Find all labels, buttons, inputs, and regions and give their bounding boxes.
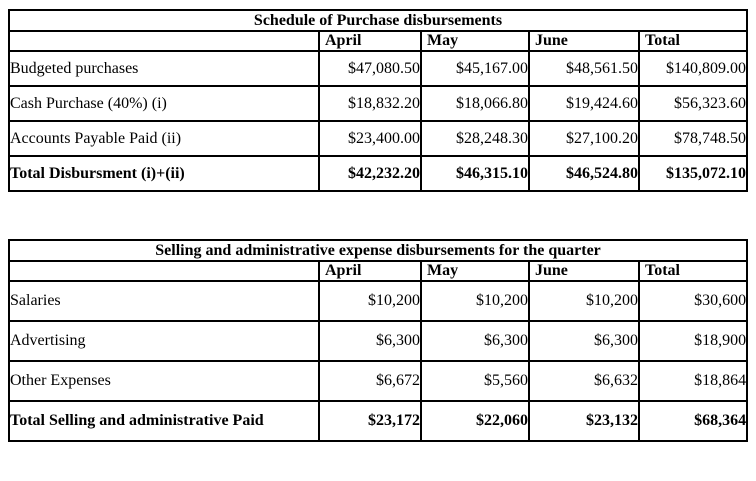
cell-value: $78,748.50 xyxy=(637,120,749,157)
column-header-may: May xyxy=(420,30,530,52)
cell-value: $18,864 xyxy=(637,360,749,402)
cell-value: $10,200 xyxy=(420,280,530,322)
cell-value: $56,323.60 xyxy=(637,85,749,122)
cell-value: $10,200 xyxy=(318,280,422,322)
row-label: Total Selling and administrative Paid xyxy=(8,400,320,442)
column-header-total: Total xyxy=(637,260,749,282)
selling-admin-expense-table: Selling and administrative expense disbu… xyxy=(7,239,749,442)
row-label: Other Expenses xyxy=(8,360,320,402)
cell-value: $6,300 xyxy=(420,320,530,362)
table-row: Cash Purchase (40%) (i) $18,832.20 $18,0… xyxy=(8,85,749,122)
header-empty-cell xyxy=(8,260,320,282)
cell-value: $42,232.20 xyxy=(318,155,422,192)
cell-value: $6,632 xyxy=(528,360,640,402)
row-label: Advertising xyxy=(8,320,320,362)
column-header-june: June xyxy=(528,260,640,282)
cell-value: $23,172 xyxy=(318,400,422,442)
cell-value: $48,561.50 xyxy=(528,50,640,87)
cell-value: $27,100.20 xyxy=(528,120,640,157)
header-empty-cell xyxy=(8,30,320,52)
table-total-row: Total Disbursment (i)+(ii) $42,232.20 $4… xyxy=(8,155,749,192)
cell-value: $6,672 xyxy=(318,360,422,402)
column-header-april: April xyxy=(318,260,422,282)
cell-value: $5,560 xyxy=(420,360,530,402)
row-label: Accounts Payable Paid (ii) xyxy=(8,120,320,157)
column-header-april: April xyxy=(318,30,422,52)
table-row: April May June Total xyxy=(8,260,749,282)
cell-value: $140,809.00 xyxy=(637,50,749,87)
cell-value: $28,248.30 xyxy=(420,120,530,157)
cell-value: $18,832.20 xyxy=(318,85,422,122)
table-row: Schedule of Purchase disbursements xyxy=(7,9,749,32)
table-total-row: Total Selling and administrative Paid $2… xyxy=(8,400,749,442)
table-row: Budgeted purchases $47,080.50 $45,167.00… xyxy=(8,50,749,87)
document-page: Schedule of Purchase disbursements April… xyxy=(7,9,756,442)
row-label: Salaries xyxy=(8,280,320,322)
cell-value: $23,400.00 xyxy=(318,120,422,157)
cell-value: $46,524.80 xyxy=(528,155,640,192)
cell-value: $10,200 xyxy=(528,280,640,322)
table-title: Selling and administrative expense disbu… xyxy=(7,239,749,262)
cell-value: $6,300 xyxy=(318,320,422,362)
cell-value: $6,300 xyxy=(528,320,640,362)
cell-value: $30,600 xyxy=(637,280,749,322)
cell-value: $135,072.10 xyxy=(637,155,749,192)
column-header-may: May xyxy=(420,260,530,282)
column-header-june: June xyxy=(528,30,640,52)
cell-value: $68,364 xyxy=(637,400,749,442)
table-row: Advertising $6,300 $6,300 $6,300 $18,900 xyxy=(8,320,749,362)
table-title: Schedule of Purchase disbursements xyxy=(7,9,749,32)
table-row: Selling and administrative expense disbu… xyxy=(7,239,749,262)
cell-value: $19,424.60 xyxy=(528,85,640,122)
table-row: Salaries $10,200 $10,200 $10,200 $30,600 xyxy=(8,280,749,322)
cell-value: $23,132 xyxy=(528,400,640,442)
cell-value: $47,080.50 xyxy=(318,50,422,87)
purchase-disbursements-table: Schedule of Purchase disbursements April… xyxy=(7,9,749,192)
spacer xyxy=(8,192,756,239)
cell-value: $22,060 xyxy=(420,400,530,442)
cell-value: $45,167.00 xyxy=(420,50,530,87)
table-row: Other Expenses $6,672 $5,560 $6,632 $18,… xyxy=(8,360,749,402)
column-header-total: Total xyxy=(637,30,749,52)
cell-value: $18,900 xyxy=(637,320,749,362)
table-row: April May June Total xyxy=(8,30,749,52)
row-label: Cash Purchase (40%) (i) xyxy=(8,85,320,122)
table-row: Accounts Payable Paid (ii) $23,400.00 $2… xyxy=(8,120,749,157)
row-label: Budgeted purchases xyxy=(8,50,320,87)
row-label: Total Disbursment (i)+(ii) xyxy=(8,155,320,192)
cell-value: $18,066.80 xyxy=(420,85,530,122)
cell-value: $46,315.10 xyxy=(420,155,530,192)
